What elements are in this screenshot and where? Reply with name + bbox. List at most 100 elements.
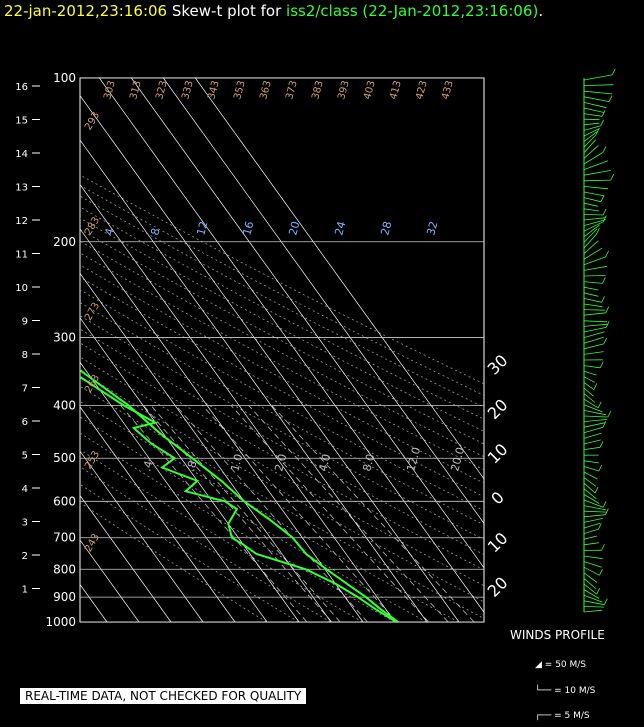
- wind-barb: [583, 202, 599, 207]
- height-tick-label: 11: [15, 250, 28, 261]
- wind-barb: [583, 217, 606, 221]
- wind-barb-flag: [601, 277, 606, 284]
- wind-barb: [583, 84, 614, 86]
- wind-barb: [583, 90, 613, 95]
- header-suffix: .: [538, 2, 544, 20]
- header-title-prefix: Skew-t plot for: [171, 2, 282, 20]
- pressure-tick-label: 600: [53, 494, 76, 508]
- wind-barb: [583, 460, 599, 464]
- wind-barb: [583, 170, 611, 176]
- wind-key-50: ◢ = 50 M/S: [535, 660, 586, 670]
- dry-adiabat-line: [80, 174, 484, 385]
- wind-barb: [583, 518, 603, 523]
- wind-barb-flag: [603, 598, 608, 605]
- height-tick-label: 9: [22, 317, 28, 328]
- wind-key-5-label: = 5 M/S: [554, 711, 590, 721]
- wind-barb-flag: [598, 464, 603, 472]
- mixing-ratio-upper-label: 28: [378, 220, 394, 237]
- wind-barb: [583, 134, 597, 148]
- isotherm-line: [80, 183, 396, 622]
- wind-barb: [583, 477, 597, 487]
- height-tick-label: 7: [22, 384, 28, 395]
- wind-barb: [583, 323, 608, 327]
- wind-barb: [583, 96, 610, 102]
- wind-barb-flag: [605, 321, 610, 328]
- wind-barb-flag: [599, 441, 604, 448]
- wind-barb-flag: [602, 421, 607, 428]
- wind-barb: [583, 275, 606, 277]
- height-tick-label: 10: [15, 283, 28, 294]
- wind-barb: [583, 113, 603, 117]
- wind-barb: [583, 320, 608, 323]
- wind-barb: [583, 555, 603, 560]
- pressure-tick-label: 500: [53, 451, 76, 465]
- wind-barb-flag: [605, 508, 609, 515]
- isotherm-line: [80, 228, 364, 622]
- mixing-ratio-lower-label: 2.0: [272, 453, 289, 473]
- wind-barb: [583, 107, 605, 113]
- wind-barb: [583, 572, 598, 583]
- wind-barb-flag: [594, 486, 599, 494]
- height-tick-label: 14: [15, 149, 28, 160]
- wind-barb: [583, 398, 599, 409]
- isotherm-line: [163, 78, 484, 524]
- pressure-tick-label: 900: [53, 590, 76, 604]
- mixing-ratio-lower-label: 20.0: [448, 446, 467, 473]
- height-tick-label: 1: [22, 585, 28, 596]
- isotherm-line: [80, 361, 268, 622]
- wind-barb: [583, 145, 599, 159]
- wind-barb: [583, 566, 600, 576]
- wind-barb: [583, 426, 604, 434]
- wind-barb: [583, 482, 596, 494]
- dry-adiabat-top-label: 303: [102, 79, 118, 100]
- wind-barb: [583, 247, 603, 260]
- wind-barb-flag: [596, 228, 600, 235]
- wind-barb: [583, 327, 607, 333]
- isotherm-line: [80, 272, 332, 622]
- grid-layer: [80, 78, 484, 622]
- header-datetime: 22-jan-2012,23:16:06: [4, 2, 168, 20]
- series-layer: [80, 368, 399, 622]
- wind-barb: [583, 609, 603, 613]
- height-tick-label: 2: [22, 551, 28, 562]
- full-barb-icon: └──: [535, 686, 552, 696]
- wind-barb-flag: [597, 523, 602, 530]
- wind-barb: [583, 228, 598, 243]
- right-temperature-label: 20: [484, 395, 512, 423]
- wind-barb: [583, 298, 602, 303]
- dry-adiabat-top-label: 353: [232, 79, 248, 100]
- wind-barb: [583, 583, 597, 595]
- wind-key-10: └── = 10 M/S: [535, 686, 595, 696]
- height-tick-label: 15: [15, 116, 28, 127]
- wind-barb: [583, 404, 603, 413]
- wind-barb: [583, 336, 604, 344]
- wind-barb: [583, 494, 600, 504]
- height-tick-label: 13: [15, 183, 28, 194]
- mixing-ratio-upper-label: 32: [424, 220, 440, 237]
- wind-barb-flag: [607, 410, 612, 418]
- wind-barb: [583, 365, 601, 369]
- right-temperature-label: 0: [487, 488, 508, 509]
- wind-barb-flag: [602, 215, 607, 222]
- wind-barb: [583, 561, 602, 568]
- mixing-ratio-upper-label: 4: [102, 227, 116, 237]
- dewpoint-line: [80, 375, 398, 622]
- wind-barb-flag: [610, 173, 615, 181]
- wind-barb: [583, 514, 606, 518]
- wind-barb-flag: [611, 68, 616, 76]
- wind-barb: [583, 542, 599, 546]
- wind-barb: [583, 594, 603, 603]
- isotherm-line: [80, 95, 460, 622]
- height-tick-label: 4: [22, 484, 28, 495]
- quality-notice: REAL-TIME DATA, NOT CHECKED FOR QUALITY: [20, 688, 307, 704]
- isotherm-line: [80, 450, 204, 622]
- wind-barb: [583, 510, 607, 513]
- wind-barb: [583, 499, 604, 508]
- wind-barb: [583, 439, 601, 445]
- winds-profile-title: WINDS PROFILE: [510, 628, 605, 642]
- dry-adiabat-line: [80, 400, 459, 622]
- wind-barb: [583, 179, 611, 182]
- isotherm-line: [80, 495, 172, 622]
- dry-adiabat-top-label: 333: [180, 79, 196, 100]
- dry-adiabat-line: [80, 370, 484, 603]
